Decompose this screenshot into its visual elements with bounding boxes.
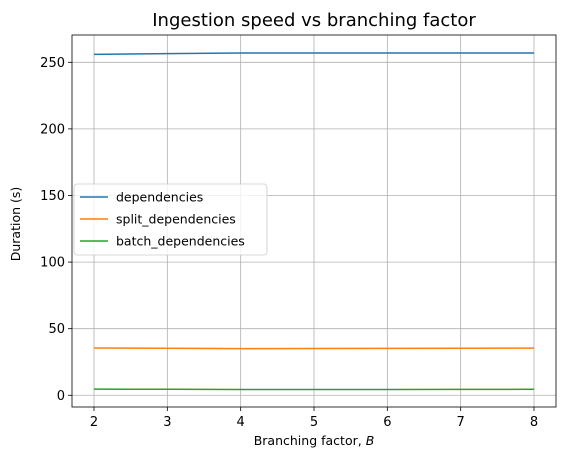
x-axis-label-variable: B [366,433,375,448]
x-tick-label: 8 [530,415,538,430]
y-tick-label: 150 [40,189,65,204]
legend-entry-label: batch_dependencies [116,234,245,249]
x-tick-label: 6 [383,415,391,430]
x-axis-label: Branching factor, B [254,433,375,448]
x-tick-label: 3 [163,415,171,430]
x-tick-label: 2 [90,415,98,430]
chart-title: Ingestion speed vs branching factor [152,10,476,31]
legend: dependencies split_dependencies batch_depe… [73,183,268,256]
series-lines [93,52,535,391]
x-tick-label: 7 [457,415,465,430]
legend-entry-label: dependencies [116,190,203,205]
y-tick-label: 250 [40,56,65,71]
y-axis-label: Duration (s) [8,187,23,262]
x-axis-label-text: Branching factor, [254,433,366,448]
legend-entry-label: split_dependencies [116,212,236,227]
x-tick-label: 4 [237,415,245,430]
y-tick-label: 200 [40,122,65,137]
x-tick-label: 5 [310,415,318,430]
series-line-split_dependencies [93,347,535,350]
y-tick-label: 50 [48,322,65,337]
y-tick-label: 100 [40,256,65,271]
axis-ticks: 2 3 4 5 6 7 8 0 50 100 150 200 250 [40,56,538,430]
series-line-dependencies [93,52,534,56]
legend-box [73,183,268,256]
y-tick-label: 0 [57,389,65,404]
